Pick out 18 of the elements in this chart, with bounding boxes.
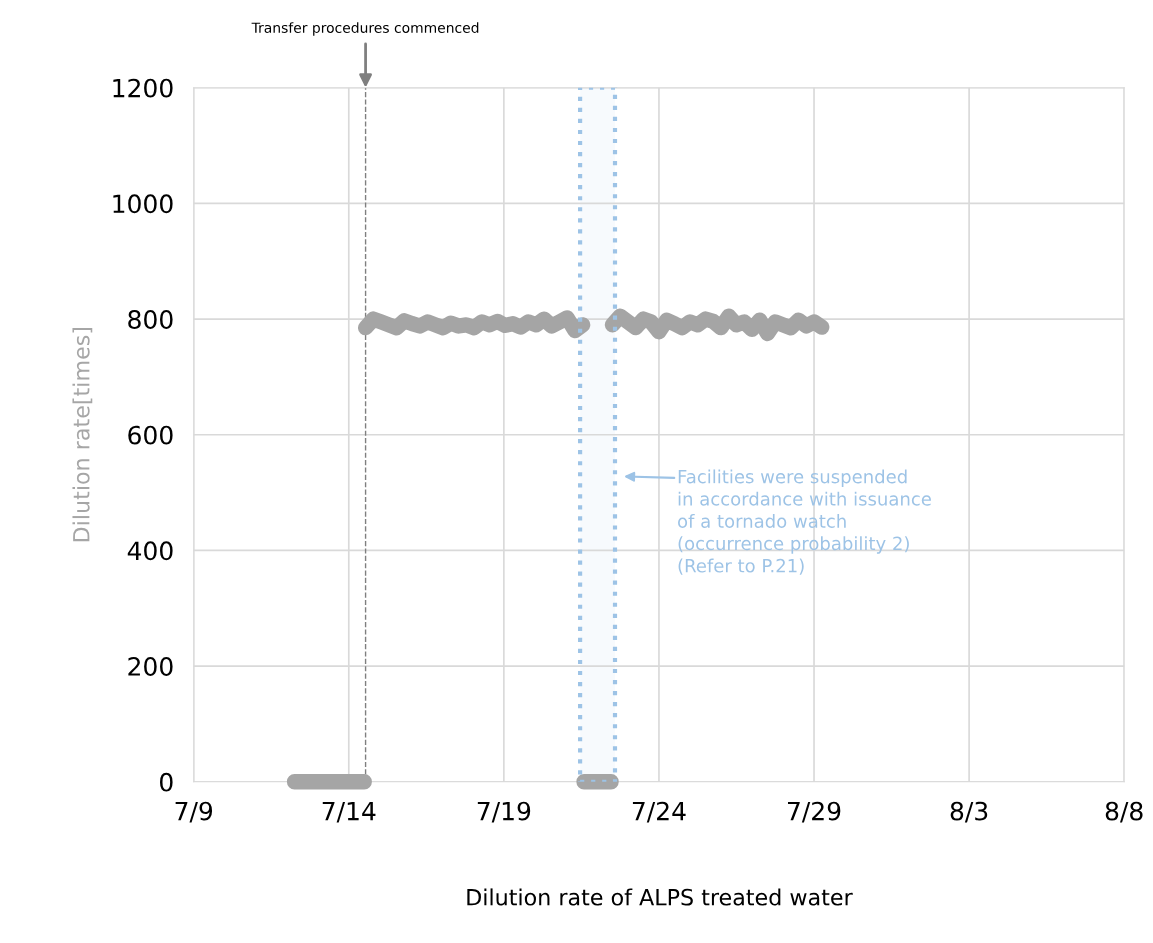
- x-tick-label: 7/9: [175, 801, 213, 823]
- x-tick-label: 7/14: [322, 801, 376, 823]
- y-tick-label: 400: [127, 541, 173, 561]
- band-label: Facilities were suspended in accordance with issuance of a tornado watch (occurrence probability 2) (Refer to P.21): [678, 469, 931, 575]
- y-tick-label: 800: [128, 309, 173, 329]
- y-tick-label: 200: [128, 657, 173, 676]
- y-tick-label: 0: [160, 772, 173, 792]
- x-tick-label: 8/3: [950, 801, 988, 823]
- x-tick-label: 7/19: [477, 801, 531, 823]
- ref-line-label: Transfer procedures commenced: [251, 22, 479, 36]
- y-axis-title: Dilution rate[times]: [72, 327, 93, 542]
- x-tick-label: 7/24: [632, 801, 686, 823]
- y-tick-label: 1000: [113, 194, 173, 214]
- y-tick-label: 1200: [113, 78, 173, 98]
- text: Dilution rate of ALPS treated water: [467, 888, 853, 906]
- y-tick-label: 600: [128, 425, 173, 445]
- x-tick-label: 8/8: [1105, 801, 1143, 823]
- x-tick-label: 7/29: [788, 801, 841, 823]
